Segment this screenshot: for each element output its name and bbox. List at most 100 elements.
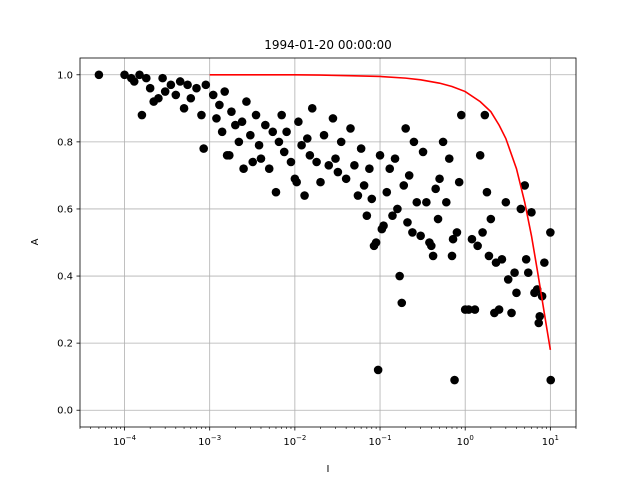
- data-point: [319, 130, 329, 140]
- data-point: [534, 318, 544, 328]
- data-point: [401, 124, 410, 133]
- data-point: [282, 127, 291, 137]
- data-point: [217, 127, 227, 137]
- data-point: [444, 154, 454, 163]
- y-tick-label: 0.2: [57, 339, 73, 350]
- data-point: [199, 144, 208, 153]
- data-point: [227, 107, 236, 116]
- data-point: [412, 197, 422, 207]
- data-point: [447, 251, 457, 261]
- data-point: [516, 204, 526, 214]
- data-point: [478, 228, 487, 237]
- data-point: [480, 110, 490, 120]
- data-point: [371, 238, 381, 247]
- x-tick-label: 10−3: [198, 434, 221, 448]
- data-points: [94, 70, 556, 385]
- data-point: [467, 234, 477, 244]
- data-point: [237, 117, 247, 127]
- data-point: [166, 80, 176, 90]
- x-axis-ticks: 10−4 10−3 10−2 10−1 100 101: [79, 427, 577, 448]
- data-point: [192, 83, 201, 93]
- data-point: [435, 174, 444, 184]
- data-point: [497, 254, 507, 264]
- data-point: [297, 140, 306, 150]
- data-point: [251, 110, 261, 120]
- data-point: [137, 110, 147, 120]
- data-point: [201, 80, 211, 90]
- data-point: [546, 375, 556, 385]
- data-point: [395, 271, 404, 281]
- fit-curve: [209, 73, 552, 350]
- y-tick-label: 0.4: [57, 272, 73, 283]
- data-point: [231, 120, 240, 130]
- data-point: [268, 127, 278, 137]
- data-point: [482, 187, 492, 197]
- data-point: [316, 177, 325, 187]
- data-point: [527, 208, 536, 217]
- data-point: [393, 204, 402, 214]
- data-point: [305, 150, 315, 160]
- data-point: [248, 157, 258, 167]
- data-point: [328, 114, 338, 123]
- y-axis-label: A: [30, 238, 41, 245]
- data-point: [454, 177, 464, 187]
- data-point: [433, 214, 443, 224]
- data-point: [129, 77, 139, 86]
- data-point: [324, 161, 334, 170]
- data-point: [403, 218, 412, 227]
- data-point: [448, 234, 458, 244]
- data-point: [418, 147, 428, 157]
- data-point: [452, 228, 462, 237]
- data-point: [475, 150, 485, 160]
- data-point: [212, 114, 221, 123]
- data-point: [397, 298, 407, 308]
- data-point: [215, 100, 224, 110]
- data-point: [438, 137, 448, 147]
- data-point: [220, 87, 229, 96]
- data-point: [388, 211, 397, 220]
- data-point: [546, 228, 555, 237]
- data-point: [375, 150, 385, 160]
- data-point: [512, 288, 521, 298]
- data-point: [359, 181, 369, 190]
- data-point: [473, 241, 482, 251]
- data-point: [390, 154, 400, 163]
- data-point: [350, 161, 359, 170]
- data-point: [450, 375, 459, 385]
- x-tick-label: 10−2: [283, 434, 306, 448]
- data-point: [431, 184, 440, 194]
- x-tick-label: 10−1: [368, 434, 391, 448]
- data-point: [141, 73, 151, 83]
- data-point: [271, 187, 281, 197]
- data-point: [208, 90, 218, 100]
- data-point: [261, 120, 270, 130]
- data-point: [135, 70, 144, 80]
- data-point: [120, 70, 129, 80]
- data-point: [362, 211, 372, 220]
- data-point: [408, 228, 417, 237]
- data-point: [179, 104, 189, 113]
- data-point: [404, 171, 414, 180]
- data-point: [503, 275, 513, 284]
- data-point: [94, 70, 104, 80]
- data-point: [300, 191, 309, 200]
- data-point: [183, 80, 192, 90]
- data-point: [294, 117, 303, 127]
- data-point: [307, 104, 317, 113]
- data-point: [274, 137, 284, 147]
- x-tick-label: 101: [542, 434, 559, 448]
- y-tick-label: 0.6: [57, 204, 73, 215]
- data-point: [427, 241, 436, 251]
- data-point: [470, 305, 480, 314]
- data-point: [540, 258, 549, 267]
- data-point: [333, 167, 343, 177]
- plot-area: [80, 58, 576, 427]
- data-point: [510, 268, 519, 277]
- data-point: [341, 174, 351, 184]
- data-point: [279, 147, 289, 157]
- data-point: [382, 187, 392, 197]
- data-point: [520, 181, 530, 190]
- data-point: [356, 144, 366, 153]
- data-point: [535, 312, 545, 321]
